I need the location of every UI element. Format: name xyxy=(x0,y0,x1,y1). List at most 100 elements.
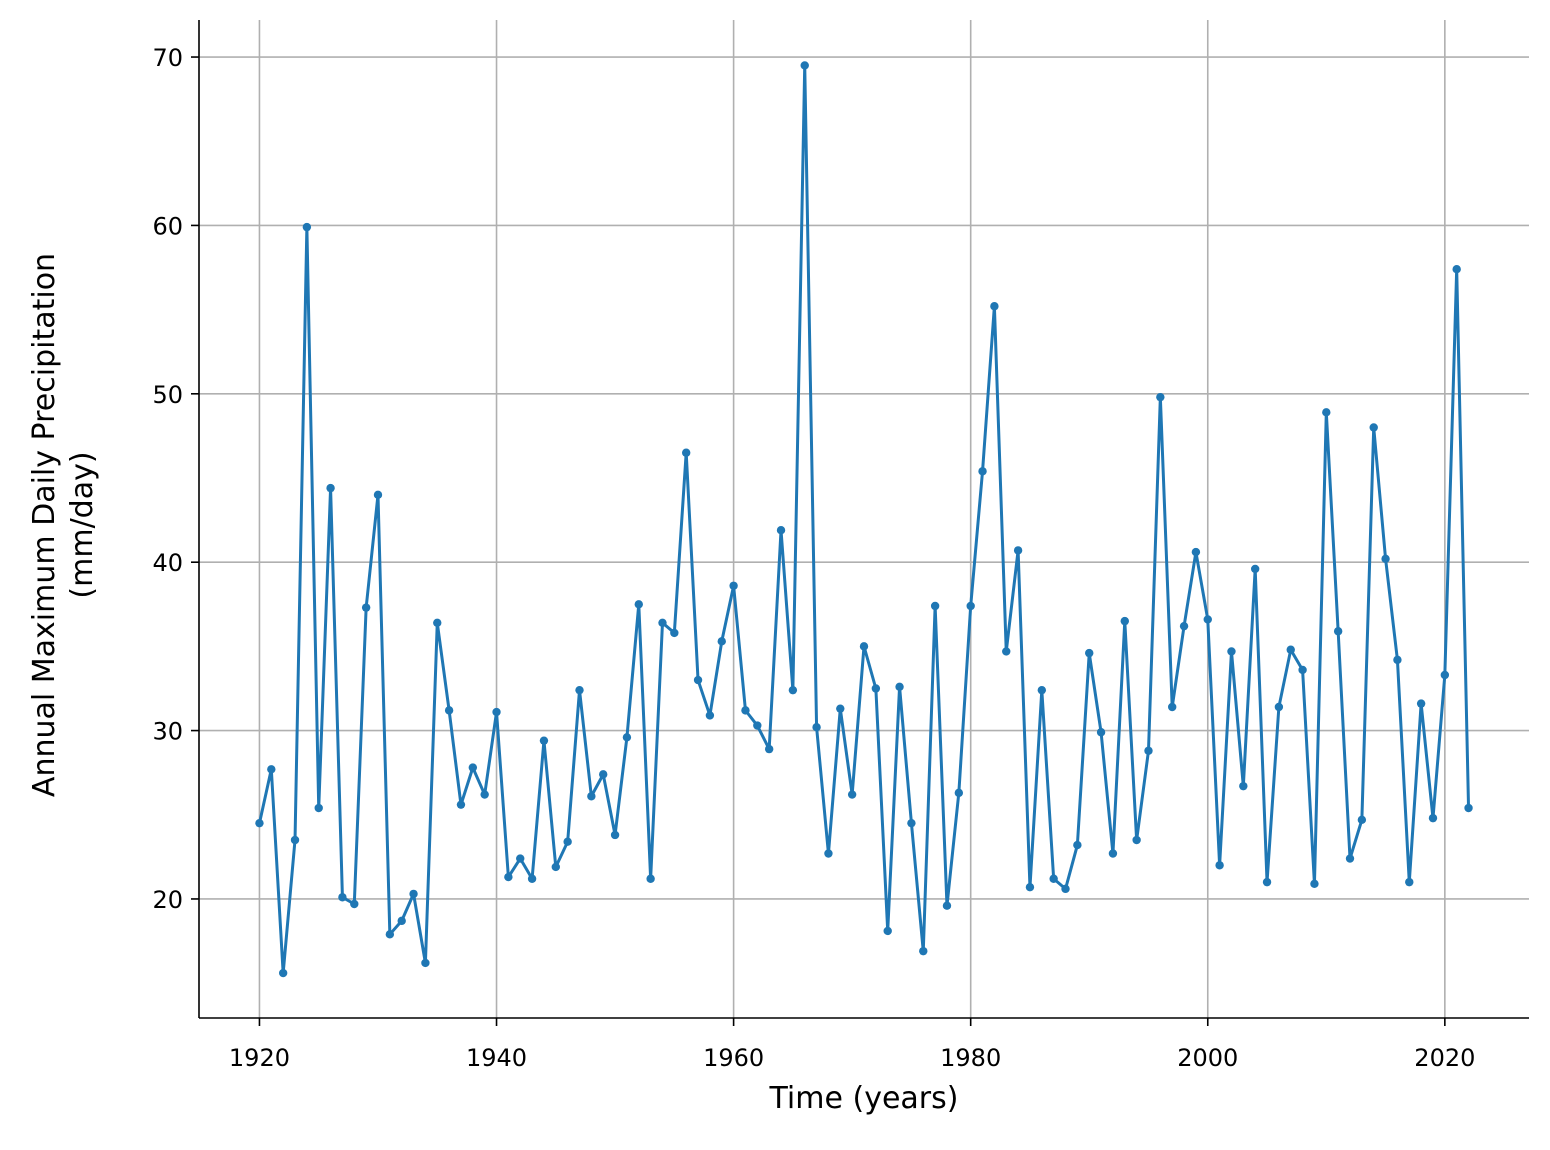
data-point xyxy=(1416,699,1426,708)
data-point xyxy=(1167,702,1177,712)
data-point xyxy=(456,800,466,809)
data-point xyxy=(776,525,786,535)
data-point xyxy=(599,770,608,779)
data-point xyxy=(421,958,430,968)
y-tick-label: 50 xyxy=(152,381,183,409)
data-point xyxy=(468,763,478,772)
data-point xyxy=(1440,670,1450,680)
data-point xyxy=(658,618,667,628)
plot-area xyxy=(255,61,1473,978)
data-point xyxy=(1405,877,1414,887)
data-point xyxy=(527,874,537,883)
data-point xyxy=(634,600,643,609)
data-point xyxy=(433,618,442,628)
data-point xyxy=(1191,547,1201,557)
data-point xyxy=(409,889,418,899)
data-point xyxy=(1274,702,1284,712)
data-point xyxy=(764,744,774,754)
x-axis-label: Time (years) xyxy=(769,1081,959,1116)
data-point xyxy=(338,893,347,902)
data-point xyxy=(373,490,383,500)
x-tick-label: 2020 xyxy=(1414,1044,1475,1072)
data-point xyxy=(1250,564,1260,574)
data-point xyxy=(1298,665,1307,675)
data-point xyxy=(1227,647,1236,656)
data-point xyxy=(504,872,513,882)
data-point xyxy=(812,723,821,732)
y-axis-label: (mm/day) xyxy=(65,451,100,598)
data-point xyxy=(942,901,952,910)
x-tick-label: 2000 xyxy=(1177,1044,1238,1072)
data-point xyxy=(907,818,916,828)
y-tick-label: 60 xyxy=(152,212,183,240)
data-point xyxy=(326,483,335,493)
data-point xyxy=(1120,616,1129,626)
data-point xyxy=(1239,781,1248,791)
data-point xyxy=(1310,879,1319,888)
data-point xyxy=(705,711,715,720)
data-point xyxy=(278,968,288,978)
data-point xyxy=(539,736,549,745)
data-point xyxy=(753,721,762,730)
data-point xyxy=(1428,813,1438,823)
data-point xyxy=(729,581,738,590)
data-point xyxy=(693,675,703,685)
data-point xyxy=(836,704,845,713)
data-point xyxy=(1037,685,1047,695)
y-axis-label: Annual Maximum Daily Precipitation xyxy=(27,253,62,797)
data-point xyxy=(1132,835,1141,845)
data-point xyxy=(385,930,395,939)
data-point xyxy=(1262,877,1272,887)
data-point xyxy=(930,601,940,611)
data-point xyxy=(1345,854,1355,863)
data-point xyxy=(1013,546,1023,555)
data-point xyxy=(444,706,454,715)
y-tick-label: 20 xyxy=(152,886,183,914)
data-point xyxy=(350,899,359,909)
data-point xyxy=(397,916,406,926)
x-tick-label: 1940 xyxy=(466,1044,527,1072)
data-point xyxy=(1357,815,1367,825)
data-point xyxy=(1049,874,1058,883)
data-point xyxy=(741,706,750,715)
data-point xyxy=(800,61,809,70)
data-point xyxy=(1073,840,1082,850)
data-point xyxy=(551,862,561,872)
x-tick-label: 1920 xyxy=(229,1044,290,1072)
data-point xyxy=(1108,849,1118,858)
data-point xyxy=(1203,615,1212,624)
data-point xyxy=(1179,621,1189,631)
data-line xyxy=(257,63,1471,975)
data-point xyxy=(575,685,584,695)
data-point xyxy=(681,448,691,457)
data-point xyxy=(871,684,881,693)
y-tick-label: 40 xyxy=(152,549,183,577)
data-point xyxy=(480,790,489,799)
data-point xyxy=(1393,655,1402,665)
data-point xyxy=(670,628,679,638)
data-point xyxy=(1333,627,1343,636)
data-point xyxy=(895,682,904,691)
data-point xyxy=(788,685,798,695)
data-point xyxy=(290,835,300,845)
data-point xyxy=(610,830,620,840)
data-point xyxy=(883,926,892,936)
x-tick-label: 1960 xyxy=(703,1044,764,1072)
data-point xyxy=(1002,647,1011,656)
data-point xyxy=(267,765,276,774)
data-point xyxy=(954,788,964,798)
data-point xyxy=(492,707,501,717)
data-point xyxy=(1369,423,1378,432)
data-point xyxy=(1025,882,1035,892)
data-point xyxy=(646,874,655,883)
data-point xyxy=(1096,728,1106,737)
data-point xyxy=(361,603,371,612)
data-point xyxy=(622,733,632,742)
data-point xyxy=(1085,648,1094,658)
data-point xyxy=(919,946,928,956)
x-tick-label: 1980 xyxy=(940,1044,1001,1072)
data-point xyxy=(1215,861,1224,870)
data-point xyxy=(1452,265,1461,274)
